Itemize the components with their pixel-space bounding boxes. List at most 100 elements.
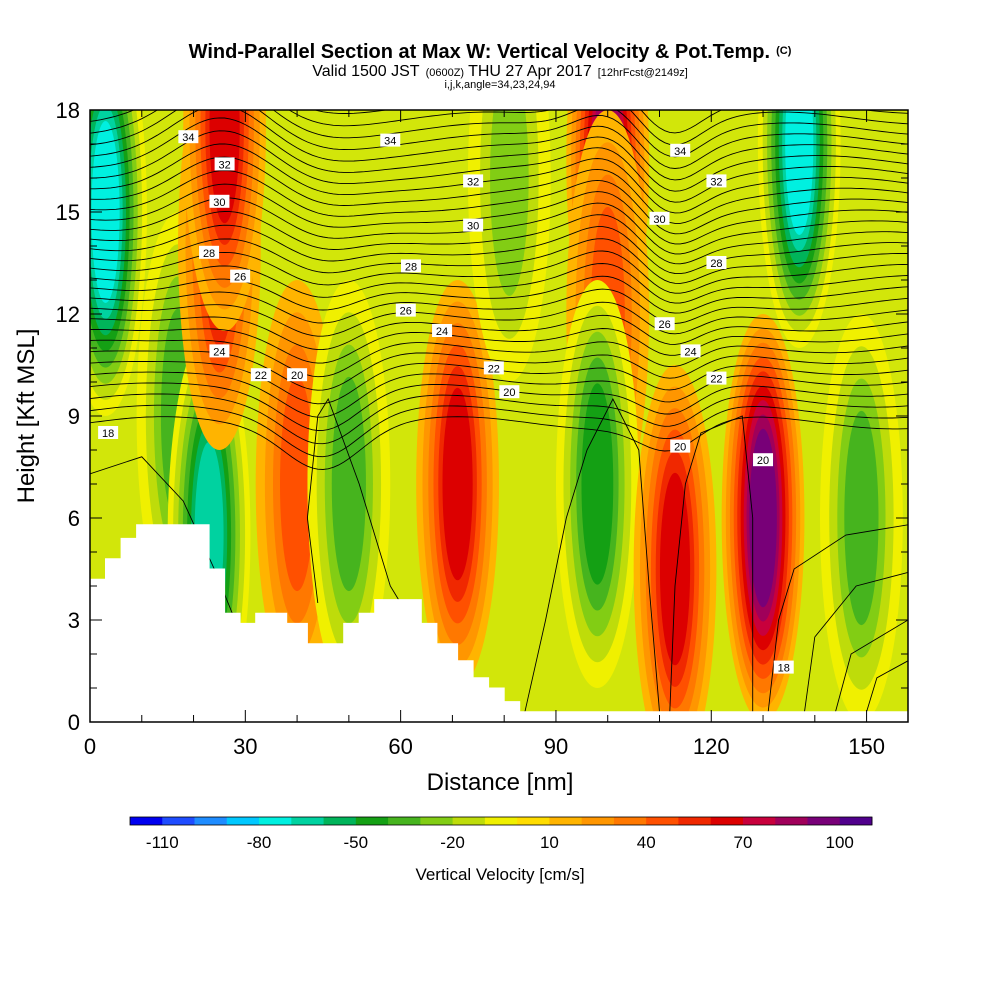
theta-contour-label: 30 [209, 194, 230, 209]
theta-contour-label: 32 [463, 174, 484, 188]
svg-text:34: 34 [182, 132, 194, 144]
theta-contour-label: 26 [230, 269, 251, 284]
colorbar-swatch [259, 817, 292, 825]
colorbar-swatch [162, 817, 195, 825]
theta-contour-label: 34 [380, 133, 401, 148]
theta-contour-line [90, 371, 908, 418]
svg-text:20: 20 [674, 442, 686, 454]
colorbar-swatch [194, 817, 228, 825]
svg-text:22: 22 [488, 363, 500, 375]
x-tick-label: 0 [84, 734, 96, 759]
theta-contour-label: 20 [499, 385, 520, 399]
theta-contour-line [90, 130, 908, 203]
theta-contour-label: 30 [649, 211, 670, 226]
colorbar-swatch [710, 817, 744, 825]
theta-contour-label: 28 [706, 256, 727, 270]
theta-contour-line [90, 263, 908, 304]
theta-contour-line [90, 238, 908, 284]
theta-contour-line [90, 211, 908, 265]
theta-contour-label: 22 [706, 371, 727, 386]
colorbar-swatch [323, 817, 357, 825]
colorbar-swatch [613, 817, 647, 825]
colorbar-swatch [646, 817, 679, 825]
theta-contour-line [90, 250, 908, 294]
svg-text:26: 26 [400, 306, 412, 318]
theta-contour-line [90, 275, 908, 314]
colorbar-swatch [388, 817, 421, 825]
x-tick-label: 120 [693, 734, 730, 759]
theta-contour-line [804, 571, 908, 712]
theta-contour-line [90, 110, 908, 181]
svg-text:20: 20 [503, 387, 515, 399]
svg-text:30: 30 [213, 197, 225, 209]
svg-text:18: 18 [778, 663, 790, 675]
terrain [90, 524, 908, 722]
svg-text:34: 34 [674, 146, 686, 158]
svg-text:34: 34 [384, 136, 396, 148]
theta-contour-label: 22 [483, 361, 504, 375]
theta-contour-label: 18 [98, 426, 119, 440]
chart-indices: i,j,k,angle=34,23,24,94 [444, 79, 555, 91]
velocity-band [844, 410, 879, 626]
svg-text:24: 24 [213, 346, 225, 358]
colorbar-swatch [452, 817, 486, 825]
theta-contour-line [90, 170, 908, 235]
x-tick-label: 60 [388, 734, 412, 759]
velocity-core [721, 314, 805, 722]
colorbar-tick-label: 40 [637, 833, 656, 852]
colorbar-tick-label: -50 [344, 833, 369, 852]
theta-contour-label: 28 [199, 245, 220, 260]
theta-contour-label: 32 [706, 174, 727, 188]
theta-contour-line [524, 398, 660, 712]
colorbar-tick-label: 10 [540, 833, 559, 852]
theta-contour-line [90, 117, 908, 192]
theta-contour-line [90, 288, 908, 324]
theta-contour-label: 24 [209, 344, 230, 358]
colorbar-swatch [581, 817, 615, 825]
theta-contour-label: 24 [680, 344, 701, 358]
svg-text:32: 32 [467, 176, 479, 188]
svg-text:20: 20 [757, 455, 769, 467]
theta-contour-line [866, 660, 908, 712]
svg-text:24: 24 [436, 326, 448, 338]
y-tick-label: 6 [68, 506, 80, 531]
colorbar-swatch [355, 817, 389, 825]
theta-contour-label: 22 [250, 368, 271, 382]
svg-text:20: 20 [291, 370, 303, 382]
y-tick-label: 9 [68, 404, 80, 429]
colorbar-swatch [291, 817, 324, 825]
svg-text:26: 26 [659, 319, 671, 331]
velocity-band [331, 376, 366, 592]
svg-text:30: 30 [653, 214, 665, 226]
colorbar-swatch [484, 817, 518, 825]
svg-text:28: 28 [203, 248, 215, 260]
chart-title: Wind-Parallel Section at Max W: Vertical… [189, 41, 792, 63]
theta-contour-line [90, 224, 908, 275]
svg-text:32: 32 [218, 159, 230, 171]
colorbar-swatch [517, 817, 550, 825]
colorbar-tick-label: -110 [146, 833, 179, 852]
y-tick-label: 3 [68, 608, 80, 633]
colorbar: -110 -80 -50 -20 10 40 70 100 [129, 816, 873, 852]
theta-contours [90, 110, 908, 712]
svg-text:30: 30 [467, 221, 479, 233]
theta-contour-line [767, 524, 908, 712]
theta-contour-line [90, 110, 908, 158]
theta-contour-line [90, 393, 908, 445]
theta-contour-line [90, 382, 908, 431]
y-tick-label: 12 [56, 302, 80, 327]
theta-contour-label: 32 [214, 157, 235, 171]
colorbar-label: Vertical Velocity [cm/s] [415, 865, 584, 884]
theta-contour-line [90, 143, 908, 214]
colorbar-tick-label: 100 [826, 833, 854, 852]
theta-contour-line [306, 397, 401, 604]
colorbar-tick-label: 70 [734, 833, 753, 852]
theta-contour-line [90, 416, 908, 470]
theta-contour-label: 30 [463, 218, 484, 233]
colorbar-swatch [807, 817, 841, 825]
theta-contour-line [90, 301, 908, 337]
